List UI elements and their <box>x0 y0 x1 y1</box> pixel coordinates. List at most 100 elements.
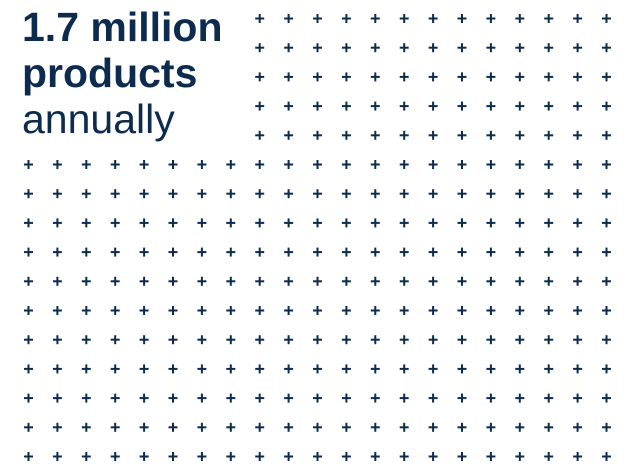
plus-icon <box>255 364 265 374</box>
plus-icon <box>399 218 409 228</box>
plus-icon <box>544 335 554 345</box>
plus-icon <box>24 422 33 432</box>
plus-icon <box>399 72 409 82</box>
plus-icon <box>399 14 409 23</box>
plus-icon <box>341 189 351 199</box>
plus-icon <box>341 335 351 345</box>
plus-icon <box>197 306 207 315</box>
plus-icon <box>197 452 207 461</box>
plus-icon <box>573 393 583 403</box>
plus-icon <box>573 43 583 53</box>
plus-icon <box>486 452 496 461</box>
plus-icon <box>197 364 207 374</box>
plus-icon <box>52 364 62 374</box>
plus-icon <box>81 276 91 286</box>
plus-icon <box>52 247 62 257</box>
plus-icon <box>81 160 91 169</box>
plus-icon <box>602 276 611 286</box>
plus-icon <box>486 218 496 228</box>
plus-icon <box>457 452 467 461</box>
plus-icon <box>399 43 409 53</box>
plus-icon <box>52 218 62 228</box>
plus-icon <box>457 189 467 199</box>
plus-icon <box>370 160 380 169</box>
plus-icon <box>81 247 91 257</box>
plus-icon <box>457 130 467 140</box>
plus-icon <box>370 101 380 111</box>
plus-icon <box>24 189 33 199</box>
plus-icon <box>110 247 120 257</box>
plus-icon <box>284 130 294 140</box>
plus-icon <box>226 364 236 374</box>
plus-icon <box>515 276 525 286</box>
plus-icon <box>255 247 265 257</box>
plus-icon <box>428 130 438 140</box>
plus-icon <box>573 218 583 228</box>
plus-icon <box>428 160 438 169</box>
plus-icon <box>486 189 496 199</box>
plus-icon <box>341 276 351 286</box>
plus-icon <box>197 218 207 228</box>
plus-icon <box>544 364 554 374</box>
plus-icon <box>313 160 322 169</box>
plus-icon <box>399 335 409 345</box>
plus-icon <box>428 422 438 432</box>
plus-icon <box>544 14 554 23</box>
plus-icon <box>602 306 611 315</box>
plus-icon <box>602 101 611 111</box>
plus-icon <box>197 160 207 169</box>
plus-icon <box>602 335 611 345</box>
plus-icon <box>370 43 380 53</box>
plus-icon <box>52 422 62 432</box>
plus-icon <box>515 247 525 257</box>
plus-icon <box>52 335 62 345</box>
plus-icon <box>284 335 294 345</box>
plus-icon <box>284 218 294 228</box>
plus-icon <box>457 72 467 82</box>
plus-icon <box>544 218 554 228</box>
plus-icon <box>110 218 120 228</box>
plus-icon <box>255 335 265 345</box>
plus-icon <box>573 247 583 257</box>
plus-icon <box>602 130 611 140</box>
plus-icon <box>226 452 236 461</box>
plus-icon <box>486 43 496 53</box>
plus-icon <box>255 43 265 53</box>
plus-icon <box>370 189 380 199</box>
plus-icon <box>544 422 554 432</box>
plus-icon <box>313 247 322 257</box>
plus-icon <box>370 72 380 82</box>
plus-icon <box>457 247 467 257</box>
plus-icon <box>52 160 62 169</box>
plus-icon <box>284 247 294 257</box>
plus-icon <box>399 101 409 111</box>
plus-icon <box>486 422 496 432</box>
plus-icon <box>168 276 178 286</box>
plus-icon <box>313 422 322 432</box>
plus-icon <box>197 422 207 432</box>
plus-icon <box>457 335 467 345</box>
plus-icon <box>370 335 380 345</box>
plus-icon <box>428 452 438 461</box>
plus-icon <box>313 306 322 315</box>
plus-icon <box>255 218 265 228</box>
plus-icon <box>110 364 120 374</box>
plus-icon <box>515 422 525 432</box>
plus-icon <box>428 218 438 228</box>
plus-icon <box>457 218 467 228</box>
plus-icon <box>168 335 178 345</box>
plus-icon <box>457 160 467 169</box>
plus-icon <box>515 335 525 345</box>
plus-icon <box>515 130 525 140</box>
plus-icon <box>544 452 554 461</box>
plus-icon <box>284 101 294 111</box>
plus-icon <box>313 393 322 403</box>
plus-icon <box>544 276 554 286</box>
plus-icon <box>284 422 294 432</box>
plus-icon <box>341 306 351 315</box>
plus-icon <box>226 335 236 345</box>
plus-icon <box>428 364 438 374</box>
plus-icon <box>226 160 236 169</box>
plus-icon <box>544 306 554 315</box>
plus-icon <box>341 422 351 432</box>
